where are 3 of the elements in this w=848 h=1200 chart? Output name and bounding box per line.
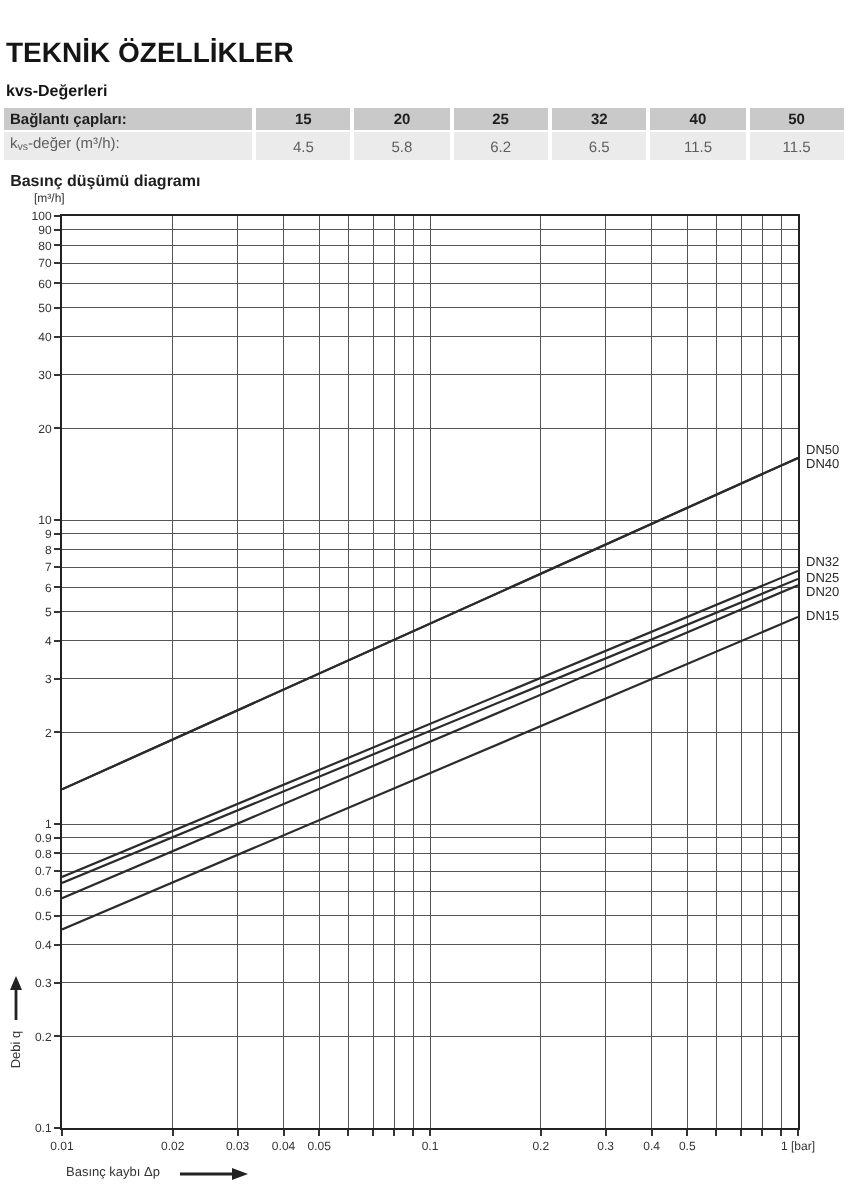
text: kvs-Değerleri <box>6 82 108 100</box>
text: TEKNİK ÖZELLİKLER <box>6 36 294 68</box>
chart-title: Basınç düşümü diagramı <box>10 171 201 190</box>
